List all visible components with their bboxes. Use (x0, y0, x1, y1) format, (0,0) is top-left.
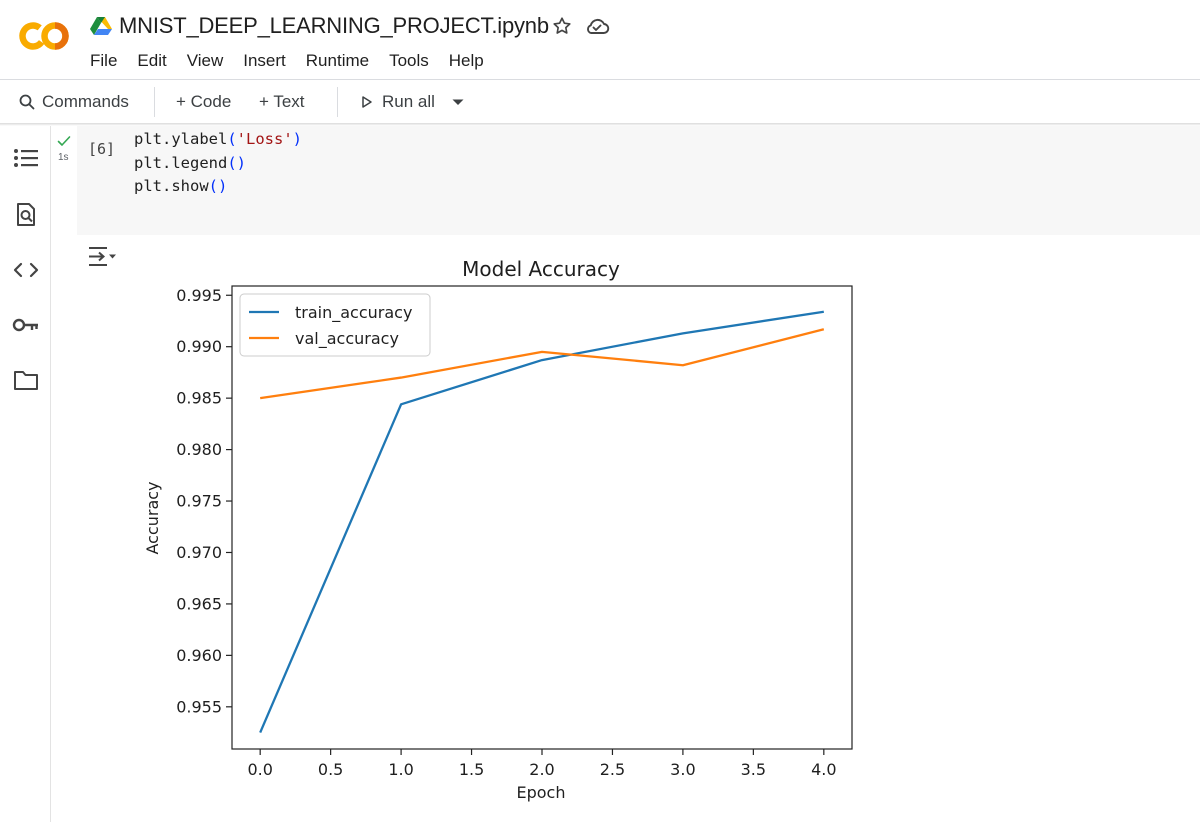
run-all-label: Run all (382, 92, 435, 111)
code-token: plt.ylabel (134, 130, 228, 148)
series-lines (259, 310, 825, 733)
legend-label: val_accuracy (295, 329, 399, 349)
model-accuracy-chart: Model Accuracy 0.955 0.960 0.965 0.970 0.975… (143, 257, 853, 802)
menu-edit[interactable]: Edit (137, 51, 167, 70)
y-tick-label: 0.965 (176, 594, 222, 613)
x-axis: 0.0 0.5 1.0 1.5 2.0 2.5 3.0 3.5 4.0 (247, 749, 837, 779)
code-token: plt.legend (134, 153, 228, 172)
series-line-val-accuracy (260, 328, 825, 400)
y-tick-label: 0.955 (176, 697, 222, 716)
x-tick-label: 0.5 (318, 760, 343, 779)
left-sidebar (0, 126, 50, 822)
run-all-dropdown[interactable] (450, 80, 466, 124)
google-drive-icon (90, 17, 112, 35)
add-text-button[interactable]: + Text (259, 80, 305, 124)
header: MNIST_DEEP_LEARNING_PROJECT.ipynb File E… (0, 0, 1200, 79)
toolbar: Commands + Code + Text Run all (0, 80, 1200, 124)
find-replace-icon[interactable] (12, 201, 40, 229)
add-code-button[interactable]: + Code (176, 80, 231, 124)
menu-tools[interactable]: Tools (389, 51, 429, 70)
x-tick-label: 2.5 (600, 760, 625, 779)
plot-frame (231, 285, 853, 750)
menu-bar: File Edit View Insert Runtime Tools Help (80, 49, 494, 73)
x-tick-label: 1.0 (388, 760, 413, 779)
y-tick-label: 0.990 (176, 337, 222, 356)
code-token: 'Loss' (236, 130, 293, 148)
secrets-key-icon[interactable] (12, 311, 40, 339)
menu-file[interactable]: File (90, 51, 118, 70)
code-snippets-icon[interactable] (12, 256, 40, 284)
files-folder-icon[interactable] (12, 366, 40, 394)
add-text-label: + Text (259, 92, 305, 111)
toolbar-separator (154, 87, 155, 117)
x-tick-label: 3.0 (670, 760, 695, 779)
chevron-down-icon (452, 99, 464, 105)
commands-button[interactable]: Commands (18, 80, 129, 124)
table-of-contents-icon[interactable] (12, 144, 40, 172)
play-icon (362, 96, 372, 108)
chart-legend: train_accuracy val_accuracy (239, 293, 431, 357)
toolbar-shadow (0, 123, 1200, 126)
x-tick-label: 2.0 (529, 760, 554, 779)
x-axis-label: Epoch (517, 783, 566, 802)
cloud-saved-icon[interactable] (584, 15, 610, 37)
x-tick-label: 4.0 (811, 760, 836, 779)
y-tick-label: 0.960 (176, 646, 222, 665)
code-line: plt.ylabel('Loss') (134, 128, 302, 152)
star-icon[interactable] (551, 15, 573, 37)
code-cell[interactable] (77, 126, 1200, 235)
menu-help[interactable]: Help (448, 51, 484, 70)
code-token: ) (292, 130, 303, 148)
execution-count[interactable]: [6] (88, 140, 116, 158)
check-icon (57, 136, 71, 146)
run-all-button[interactable]: Run all (360, 80, 435, 124)
y-tick-label: 0.985 (176, 389, 222, 408)
header-divider (0, 79, 1200, 80)
code-editor[interactable]: plt.ylabel('Loss') plt.legend() plt.show() (134, 128, 302, 199)
series-line-train-accuracy (259, 310, 824, 733)
y-tick-label: 0.980 (176, 440, 222, 459)
x-tick-label: 3.5 (741, 760, 766, 779)
code-token: () (208, 177, 228, 195)
execution-time: 1s (58, 152, 69, 163)
y-tick-label: 0.970 (176, 543, 222, 562)
sidebar-border (50, 126, 51, 822)
toolbar-separator (337, 87, 338, 117)
menu-runtime[interactable]: Runtime (305, 51, 370, 70)
code-token: () (227, 153, 246, 172)
code-line: plt.show() (134, 175, 302, 199)
commands-label: Commands (42, 92, 129, 111)
code-line: plt.legend() (134, 152, 302, 176)
search-icon (19, 94, 35, 110)
chart-title: Model Accuracy (462, 257, 620, 281)
legend-label: train_accuracy (295, 303, 412, 323)
output-actions-icon[interactable] (88, 244, 118, 270)
menu-view[interactable]: View (186, 51, 224, 70)
y-tick-label: 0.995 (176, 286, 222, 305)
legend-box (239, 293, 431, 357)
y-axis-label: Accuracy (143, 481, 162, 554)
notebook-title[interactable]: MNIST_DEEP_LEARNING_PROJECT.ipynb (119, 13, 549, 38)
x-tick-label: 1.5 (459, 760, 484, 779)
y-tick-label: 0.975 (176, 492, 222, 511)
x-tick-label: 0.0 (247, 760, 272, 779)
code-token: plt.show (134, 177, 209, 195)
menu-insert[interactable]: Insert (243, 51, 286, 70)
y-axis: 0.955 0.960 0.965 0.970 0.975 0.980 0.985 0.990… (176, 286, 232, 716)
code-token: ( (227, 130, 237, 148)
colab-logo-icon[interactable] (18, 19, 70, 53)
add-code-label: + Code (176, 92, 232, 111)
